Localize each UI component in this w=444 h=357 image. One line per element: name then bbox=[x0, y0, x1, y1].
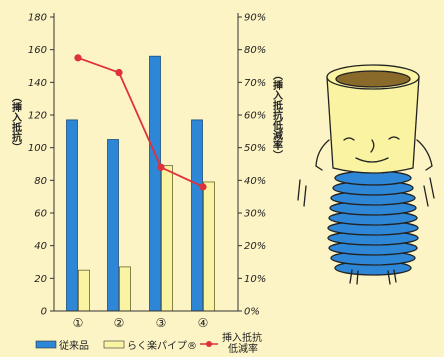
right-tick-label: 10% bbox=[244, 274, 266, 285]
right-tick-label: 80% bbox=[244, 45, 266, 56]
left-tick-label: 140 bbox=[28, 78, 47, 89]
category-label: ③ bbox=[156, 316, 167, 330]
category-label: ④ bbox=[198, 316, 209, 330]
bar-rakuraku bbox=[78, 269, 90, 312]
right-tick-label: 30% bbox=[244, 209, 266, 220]
right-tick-label: 40% bbox=[244, 176, 266, 187]
ribbed-pipe-body bbox=[327, 170, 419, 276]
mascot-left-arm bbox=[315, 139, 330, 171]
reduction-point bbox=[115, 68, 123, 77]
legend-swatch-conventional bbox=[35, 340, 57, 349]
mascot-head-opening bbox=[335, 70, 411, 88]
bar-conventional bbox=[191, 119, 203, 312]
bar-rakuraku bbox=[203, 181, 215, 312]
legend-label-reduction-line2: 低減率 bbox=[228, 342, 258, 355]
left-tick-label: 60 bbox=[34, 209, 47, 220]
left-tick-label: 120 bbox=[28, 111, 47, 122]
legend-swatch-rakuraku bbox=[103, 340, 125, 349]
bar-conventional bbox=[66, 119, 78, 312]
mascot-right-arm bbox=[416, 139, 433, 171]
bar-rakuraku bbox=[119, 266, 131, 312]
legend-label-reduction: 挿入抵抗 低減率 bbox=[222, 331, 265, 355]
right-axis-title: （挿入抵抗低減率） bbox=[271, 70, 284, 160]
right-tick-label: 90% bbox=[244, 13, 266, 24]
right-tick-label: 0% bbox=[244, 307, 260, 318]
mascot-left-eye bbox=[343, 137, 355, 141]
legend: 従来品 らく楽パイプ® 挿入抵抗 低減率 bbox=[35, 331, 265, 355]
reduction-line-layer bbox=[74, 54, 207, 191]
right-tick-label: 50% bbox=[244, 143, 266, 154]
bar-rakuraku bbox=[161, 165, 173, 312]
legend-label-rakuraku: らく楽パイプ® bbox=[127, 339, 197, 352]
legend-marker-reduction bbox=[206, 341, 212, 347]
right-tick-label: 70% bbox=[244, 78, 266, 89]
motion-lines-right bbox=[423, 177, 435, 207]
mascot-nose bbox=[370, 139, 375, 153]
left-tick-label: 80 bbox=[34, 176, 47, 187]
left-axis-title: （挿入抵抗） bbox=[10, 92, 23, 152]
left-tick-label: 40 bbox=[34, 241, 47, 252]
left-tick-label: 20 bbox=[34, 274, 47, 285]
reduction-line bbox=[77, 56, 204, 188]
pipe-mascot-icon bbox=[297, 64, 435, 285]
motion-lines-left bbox=[297, 179, 307, 207]
mascot-mouth bbox=[355, 157, 389, 163]
legend-label-reduction-line1: 挿入抵抗 bbox=[222, 331, 262, 344]
right-tick-label: 60% bbox=[244, 111, 266, 122]
reduction-point bbox=[157, 163, 165, 171]
right-tick-label: 20% bbox=[244, 241, 266, 252]
bar-conventional bbox=[107, 139, 119, 312]
legend-label-conventional: 従来品 bbox=[59, 339, 89, 352]
category-label: ② bbox=[114, 316, 125, 330]
category-label: ① bbox=[73, 316, 84, 330]
mascot-right-eye bbox=[388, 136, 400, 140]
reduction-point bbox=[74, 54, 82, 62]
mascot-feet bbox=[349, 269, 397, 285]
axes-layer: 0 20 40 60 80 100 120 140 160 180 0% 10% 20% 30% 40% 50… bbox=[28, 13, 266, 331]
left-tick-label: 100 bbox=[28, 143, 47, 154]
left-tick-label: 180 bbox=[28, 13, 47, 24]
mascot-head bbox=[326, 76, 420, 174]
left-tick-label: 160 bbox=[28, 45, 47, 56]
bar-conventional bbox=[149, 55, 161, 312]
reduction-point bbox=[199, 183, 207, 191]
left-tick-label: 0 bbox=[41, 307, 47, 318]
